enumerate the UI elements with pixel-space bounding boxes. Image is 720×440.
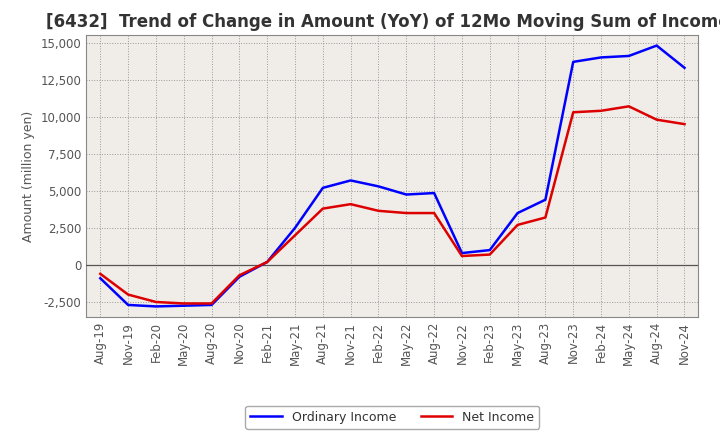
Line: Ordinary Income: Ordinary Income: [100, 46, 685, 306]
Net Income: [263, 259, 271, 264]
Ordinary Income: [318, 185, 327, 191]
Net Income: [485, 252, 494, 257]
Ordinary Income: [513, 210, 522, 216]
Ordinary Income: [458, 250, 467, 256]
Net Income: [96, 271, 104, 276]
Net Income: [318, 206, 327, 211]
Net Income: [179, 301, 188, 306]
Ordinary Income: [207, 302, 216, 308]
Title: [6432]  Trend of Change in Amount (YoY) of 12Mo Moving Sum of Incomes: [6432] Trend of Change in Amount (YoY) o…: [45, 13, 720, 31]
Net Income: [235, 273, 243, 278]
Ordinary Income: [624, 53, 633, 59]
Net Income: [374, 208, 383, 213]
Net Income: [513, 222, 522, 227]
Ordinary Income: [179, 303, 188, 308]
Net Income: [291, 233, 300, 238]
Ordinary Income: [374, 184, 383, 189]
Ordinary Income: [485, 247, 494, 253]
Ordinary Income: [346, 178, 355, 183]
Ordinary Income: [652, 43, 661, 48]
Net Income: [652, 117, 661, 122]
Net Income: [541, 215, 550, 220]
Net Income: [402, 210, 410, 216]
Ordinary Income: [291, 225, 300, 231]
Ordinary Income: [235, 274, 243, 279]
Ordinary Income: [680, 65, 689, 70]
Y-axis label: Amount (million yen): Amount (million yen): [22, 110, 35, 242]
Ordinary Income: [152, 304, 161, 309]
Ordinary Income: [402, 192, 410, 197]
Net Income: [597, 108, 606, 114]
Net Income: [569, 110, 577, 115]
Ordinary Income: [569, 59, 577, 65]
Net Income: [207, 301, 216, 306]
Legend: Ordinary Income, Net Income: Ordinary Income, Net Income: [246, 406, 539, 429]
Ordinary Income: [96, 275, 104, 281]
Net Income: [152, 299, 161, 304]
Net Income: [624, 104, 633, 109]
Ordinary Income: [541, 197, 550, 202]
Net Income: [430, 210, 438, 216]
Net Income: [680, 121, 689, 127]
Ordinary Income: [263, 259, 271, 264]
Net Income: [124, 292, 132, 297]
Net Income: [458, 253, 467, 259]
Ordinary Income: [124, 302, 132, 308]
Ordinary Income: [430, 191, 438, 196]
Net Income: [346, 202, 355, 207]
Line: Net Income: Net Income: [100, 106, 685, 304]
Ordinary Income: [597, 55, 606, 60]
